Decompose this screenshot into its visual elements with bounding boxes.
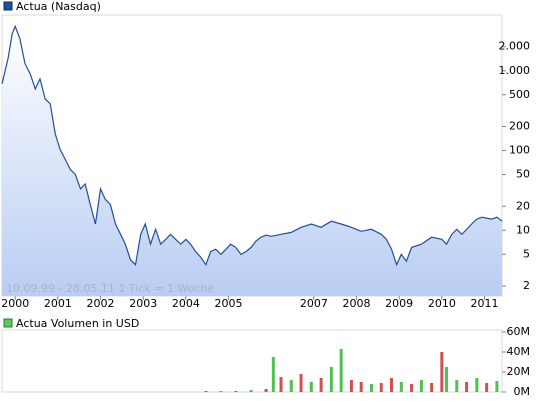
area-fill: [2, 26, 502, 297]
volume-bar: [495, 381, 499, 392]
y-tick-label: 60M: [507, 325, 531, 338]
volume-bar: [349, 380, 353, 392]
x-tick-label: 2002: [87, 297, 115, 310]
y-tick-label: 20M: [507, 365, 531, 378]
volume-bar: [369, 384, 373, 392]
volume-bar: [485, 383, 489, 392]
y-tick-label: 20: [516, 199, 530, 212]
x-tick-label: 2010: [428, 297, 456, 310]
y-tick-label: 2: [523, 279, 530, 292]
volume-bar: [289, 380, 293, 392]
y-tick-label: 2.000: [499, 40, 531, 53]
x-tick-label: 2011: [471, 297, 499, 310]
y-tick-label: 200: [509, 120, 530, 133]
volume-bar: [440, 352, 444, 392]
plot-frame: [1, 329, 503, 393]
legend-label: Actua (Nasdaq): [16, 0, 101, 13]
x-tick-label: 2005: [215, 297, 243, 310]
x-tick-label: 2007: [300, 297, 328, 310]
volume-bar: [271, 357, 275, 392]
volume-bar: [445, 367, 449, 392]
volume-bar: [249, 390, 253, 392]
volume-bar: [359, 382, 363, 392]
volume-bar: [475, 378, 479, 392]
volume-bar: [419, 380, 423, 392]
volume-bar: [430, 383, 434, 392]
legend-swatch: [3, 318, 13, 328]
volume-bar: [309, 382, 313, 392]
y-tick-label: 50: [516, 168, 530, 181]
volume-bar: [339, 349, 343, 392]
legend-swatch: [3, 1, 13, 11]
legend-label: Actua Volumen in USD: [16, 317, 139, 330]
y-tick-label: 0M: [514, 385, 531, 398]
volume-bar: [204, 391, 208, 392]
volume-bar: [319, 378, 323, 392]
price-line: [1, 24, 503, 267]
y-tick-label: 100: [509, 144, 530, 157]
volume-bar: [234, 391, 238, 392]
x-tick-label: 2001: [44, 297, 72, 310]
y-tick-label: 40M: [507, 345, 531, 358]
volume-bar: [279, 377, 283, 392]
volume-bar: [219, 391, 223, 392]
volume-bar: [329, 367, 333, 392]
y-tick-label: 500: [509, 88, 530, 101]
volume-bar: [390, 378, 394, 392]
x-tick-label: 2009: [385, 297, 413, 310]
x-tick-label: 2004: [172, 297, 200, 310]
volume-bar: [379, 383, 383, 392]
volume-bar: [264, 389, 268, 392]
y-tick-label: 1.000: [499, 64, 531, 77]
y-tick-label: 5: [523, 247, 530, 260]
y-tick-label: 10: [516, 223, 530, 236]
volume-bar: [455, 380, 459, 392]
volume-bar: [410, 384, 414, 392]
volume-bar: [399, 382, 403, 392]
annotation: 10.09.99 - 28.05.11 1 Tick = 1 Woche: [6, 282, 214, 295]
x-tick-label: 2003: [129, 297, 157, 310]
x-tick-label: 2000: [1, 297, 29, 310]
volume-bar: [465, 382, 469, 392]
x-tick-label: 2008: [343, 297, 371, 310]
volume-bar: [299, 374, 303, 392]
